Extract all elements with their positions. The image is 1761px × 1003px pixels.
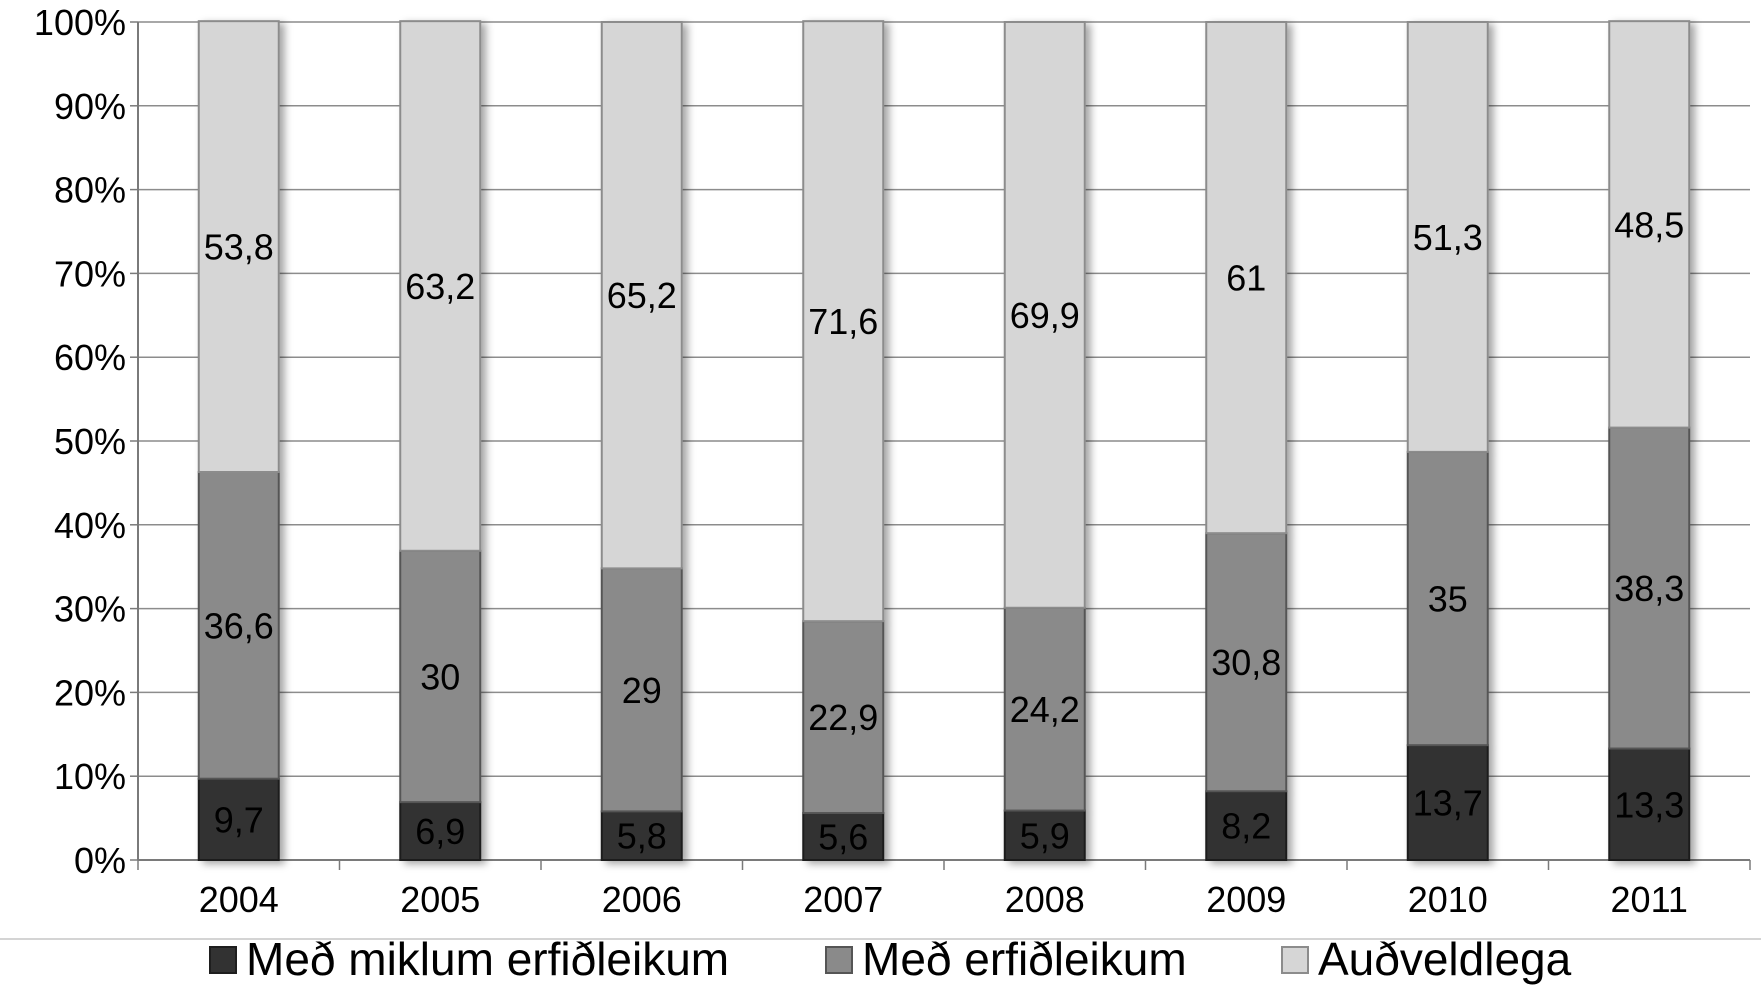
bar-segment [197,471,280,780]
y-tick-label: 0% [74,840,126,881]
data-labels: 9,7 36,6 53,8 6,9 30 63,2 5,8 29 65,2 5,6 22,9 71,6… [204,204,1685,857]
bar-segment [399,549,482,804]
x-tick-label: 2008 [1005,879,1085,920]
bar-segment [1608,426,1691,750]
data-label: 22,9 [808,697,878,738]
data-label: 13,3 [1614,784,1684,825]
legend-label: Auðveldlega [1318,933,1572,985]
data-label: 5,8 [617,816,667,857]
data-label: 29 [622,670,662,711]
data-label: 36,6 [204,605,274,646]
data-label: 5,6 [818,817,868,858]
data-label: 6,9 [415,811,465,852]
bar-segment [802,812,885,862]
x-tick-label: 2011 [1611,879,1688,920]
gridlines [138,21,1750,777]
bar-segment [1205,21,1288,535]
y-tick-label: 50% [54,421,126,462]
bar-segment [1003,606,1086,812]
y-tick-label: 70% [54,253,126,294]
data-label: 8,2 [1221,806,1271,847]
y-tick-label: 80% [54,170,126,211]
bar-stack-2006 [600,21,683,861]
data-label: 63,2 [405,266,475,307]
bottom-divider [0,938,1761,940]
bar-segment [197,20,280,474]
data-label: 24,2 [1010,689,1080,730]
bar-segment [802,620,885,815]
bar-segment [1003,21,1086,609]
data-label: 38,3 [1614,568,1684,609]
y-tick-label: 90% [54,86,126,127]
data-label: 51,3 [1413,217,1483,258]
x-tick-label: 2009 [1206,879,1286,920]
data-label: 30,8 [1211,642,1281,683]
data-label: 9,7 [214,799,264,840]
bar-segment [1205,790,1288,861]
legend-item: Með erfiðleikum [825,933,1187,985]
x-tick-label: 2006 [602,879,682,920]
legend-label: Með erfiðleikum [862,933,1187,985]
legend-item: Með miklum erfiðleikum [209,933,729,985]
bar-stack-2005 [399,20,482,861]
bar-stack-2008 [1003,21,1086,861]
bar-segment [1205,532,1288,793]
bar-segment [802,20,885,623]
bar-segment [399,801,482,861]
bar-segment [1406,21,1489,453]
y-tick-label: 30% [54,589,126,630]
bar-segment [399,20,482,552]
y-tick-label: 100% [34,2,126,43]
data-label: 5,9 [1020,815,1070,856]
bar-segment [1406,450,1489,747]
x-tick-label: 2004 [199,879,279,920]
bar-segment [1608,20,1691,429]
bar-segment [1406,744,1489,861]
legend-swatch [825,946,853,974]
bar-stack-2007 [802,20,885,862]
y-tick-label: 60% [54,337,126,378]
data-label: 65,2 [607,275,677,316]
data-label: 30 [420,656,460,697]
y-tick-label: 20% [54,672,126,713]
bar-segment [600,21,683,570]
x-tick-label: 2005 [400,879,480,920]
bar-stack-2004 [197,20,280,861]
bar-segment [600,567,683,813]
axes: 0% 10% 20% 30% 40% 50% 60% 70% 80% 90% 100% 2004 200… [34,2,1751,920]
y-tick-label: 10% [54,756,126,797]
data-label: 71,6 [808,301,878,342]
legend-item: Auðveldlega [1281,933,1572,985]
legend-swatch [209,946,237,974]
bar-segment [1608,747,1691,862]
legend-label: Með miklum erfiðleikum [246,933,729,985]
bars [197,20,1691,862]
data-label: 13,7 [1413,783,1483,824]
data-label: 61 [1226,258,1266,299]
bar-stack-2011 [1608,20,1691,862]
y-tick-label: 40% [54,505,126,546]
x-tick-label: 2010 [1408,879,1488,920]
data-label: 35 [1428,579,1468,620]
bar-stack-2009 [1205,21,1288,861]
data-label: 69,9 [1010,295,1080,336]
legend: Með miklum erfiðleikum Með erfiðleikum Auð… [209,933,1572,985]
x-tick-label: 2007 [803,879,883,920]
bar-segment [600,810,683,861]
data-label: 53,8 [204,227,274,268]
bar-stack-2010 [1406,21,1489,861]
data-label: 48,5 [1614,204,1684,245]
legend-swatch [1281,946,1309,974]
bar-segment [1003,809,1086,861]
bar-segment [197,777,280,861]
